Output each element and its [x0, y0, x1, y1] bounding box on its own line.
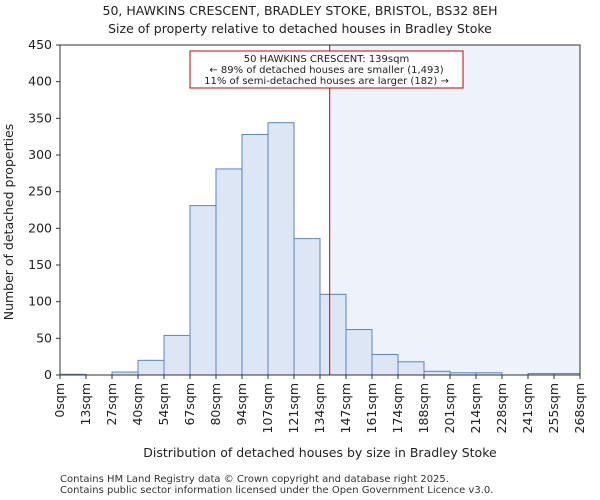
histogram-bar — [189, 205, 217, 376]
histogram-bar — [371, 353, 399, 376]
x-tick-label: 174sqm — [390, 383, 405, 433]
x-tick-label: 27sqm — [104, 383, 119, 426]
y-tick-label: 250 — [28, 184, 52, 199]
x-tick-label: 241sqm — [520, 383, 535, 433]
histogram-bar — [267, 122, 295, 376]
chart-title: 50, HAWKINS CRESCENT, BRADLEY STOKE, BRI… — [102, 3, 498, 18]
x-tick-label: 161sqm — [364, 383, 379, 433]
x-tick-label: 228sqm — [494, 383, 509, 433]
histogram-bar — [293, 238, 321, 376]
histogram-bar — [423, 370, 451, 376]
y-tick-label: 400 — [28, 74, 52, 89]
y-tick-label: 150 — [28, 257, 52, 272]
x-tick-label: 13sqm — [78, 383, 93, 426]
y-tick-label: 200 — [28, 220, 52, 235]
annotation-line: ← 89% of detached houses are smaller (1,… — [209, 65, 443, 76]
x-tick-label: 0sqm — [52, 383, 67, 418]
histogram-bar — [137, 359, 165, 376]
x-tick-label: 121sqm — [286, 383, 301, 433]
x-tick-label: 201sqm — [442, 383, 457, 433]
x-tick-label: 80sqm — [208, 383, 223, 426]
annotation-line: 50 HAWKINS CRESCENT: 139sqm — [244, 54, 409, 65]
x-tick-label: 134sqm — [312, 383, 327, 433]
y-tick-label: 350 — [28, 110, 52, 125]
y-tick-label: 50 — [36, 330, 52, 345]
annotation-box — [189, 50, 464, 89]
x-tick-label: 147sqm — [338, 383, 353, 433]
x-tick-label: 268sqm — [572, 383, 587, 433]
y-tick-label: 100 — [28, 294, 52, 309]
histogram-bar — [163, 334, 191, 376]
x-tick-label: 94sqm — [234, 383, 249, 426]
x-tick-label: 214sqm — [468, 383, 483, 433]
histogram-bar — [397, 361, 425, 376]
histogram-bar — [215, 168, 243, 376]
x-tick-label: 107sqm — [260, 383, 275, 433]
annotation-line: 11% of semi-detached houses are larger (… — [204, 76, 449, 87]
x-tick-label: 188sqm — [416, 383, 431, 433]
x-tick-label: 255sqm — [546, 383, 561, 433]
y-tick-label: 300 — [28, 147, 52, 162]
x-tick-label: 67sqm — [182, 383, 197, 426]
x-tick-label: 40sqm — [130, 383, 145, 426]
x-tick-label: 54sqm — [156, 383, 171, 426]
larger-region-shade — [329, 45, 580, 375]
y-tick-label: 450 — [28, 37, 52, 52]
histogram-bar — [319, 293, 347, 376]
chart-subtitle: Size of property relative to detached ho… — [108, 21, 492, 36]
histogram-bar — [241, 133, 269, 376]
footer-copyright: Contains HM Land Registry data © Crown c… — [60, 474, 449, 485]
y-axis-label: Number of detached properties — [1, 124, 16, 321]
histogram-bar — [345, 329, 373, 376]
y-tick-label: 0 — [44, 367, 52, 382]
x-axis-label: Distribution of detached houses by size … — [143, 445, 497, 460]
footer-licence: Contains public sector information licen… — [60, 485, 494, 496]
